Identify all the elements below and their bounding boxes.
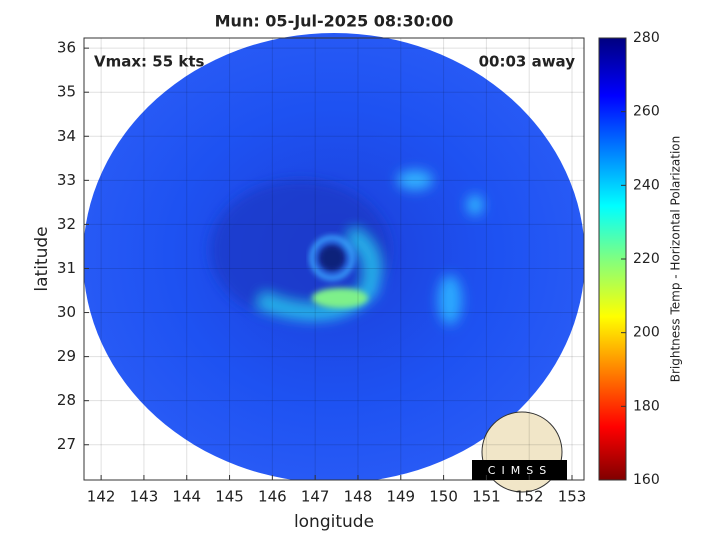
x-tick-label: 146: [258, 488, 287, 506]
y-tick-label: 27: [57, 435, 76, 453]
x-tick-label: 142: [87, 488, 116, 506]
y-tick-label: 33: [57, 171, 76, 189]
x-tick-label: 148: [344, 488, 373, 506]
logo-text: CIMSS: [488, 464, 552, 477]
x-axis-label: longitude: [294, 512, 374, 532]
y-tick-label: 34: [57, 127, 76, 145]
annotation: 00:03 away: [479, 53, 576, 71]
y-tick-label: 29: [57, 347, 76, 365]
y-tick-label: 30: [57, 303, 76, 321]
x-tick-label: 153: [558, 488, 587, 506]
y-tick-label: 36: [57, 39, 76, 57]
y-tick-label: 32: [57, 215, 76, 233]
y-tick-label: 28: [57, 391, 76, 409]
colorbar-tick-label: 180: [633, 398, 660, 414]
logo: CIMSS: [472, 411, 567, 493]
x-tick-label: 147: [301, 488, 330, 506]
x-tick-label: 145: [215, 488, 244, 506]
colorbar-tick-label: 220: [633, 251, 660, 267]
chart-title: Mun: 05-Jul-2025 08:30:00: [215, 12, 454, 31]
y-axis-label: latitude: [32, 226, 52, 291]
colorbar-tick-label: 240: [633, 177, 660, 193]
x-tick-label: 152: [515, 488, 544, 506]
x-tick-label: 143: [130, 488, 159, 506]
colorbar-label: Brightness Temp - Horizontal Polarizatio…: [669, 136, 683, 383]
colorbar-tick-label: 260: [633, 104, 660, 120]
colorbar-tick-label: 280: [633, 30, 660, 46]
x-tick-label: 144: [172, 488, 201, 506]
colorbar-tick-label: 160: [633, 472, 660, 488]
satellite-image: [84, 33, 584, 480]
y-tick-label: 31: [57, 259, 76, 277]
plot-frame: [83, 37, 585, 481]
x-tick-label: 150: [429, 488, 458, 506]
y-tick-label: 35: [57, 83, 76, 101]
x-tick-label: 151: [472, 488, 501, 506]
annotation: Vmax: 55 kts: [94, 53, 204, 71]
colorbar-tick-label: 200: [633, 325, 660, 341]
x-tick-label: 149: [386, 488, 415, 506]
